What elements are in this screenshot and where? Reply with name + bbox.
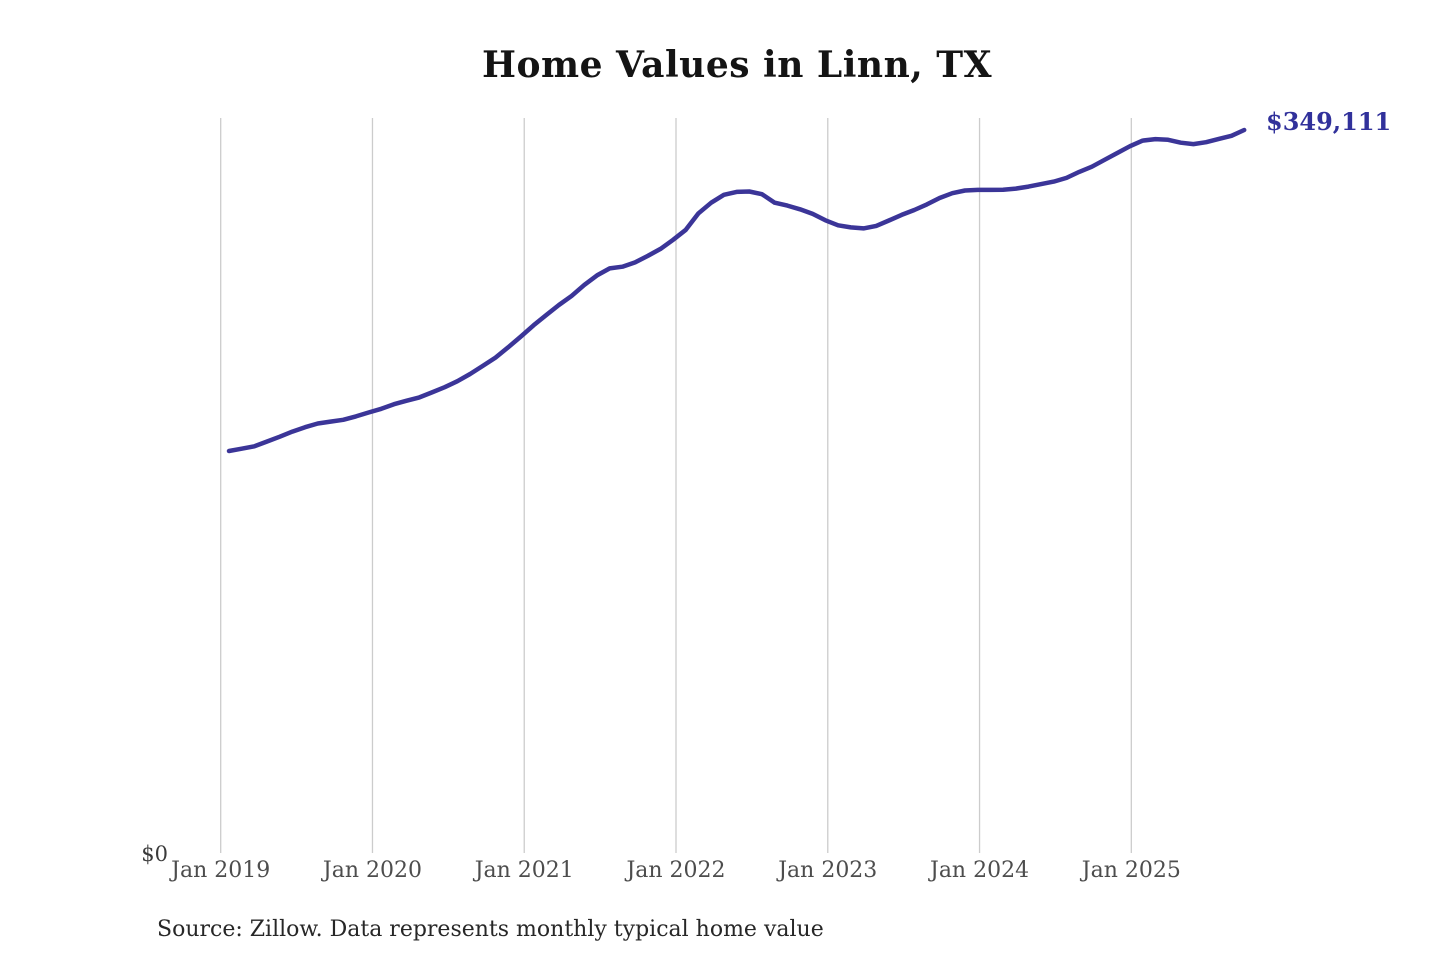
x-tick-label: Jan 2019 xyxy=(171,858,271,883)
chart-title: Home Values in Linn, TX xyxy=(481,44,993,86)
x-tick-label: Jan 2021 xyxy=(474,858,574,883)
source-note: Source: Zillow. Data represents monthly … xyxy=(157,917,824,942)
x-tick-label: Jan 2022 xyxy=(626,858,726,883)
home-value-line xyxy=(226,127,1247,454)
x-tick-label: Jan 2025 xyxy=(1081,858,1181,883)
x-tick-label: Jan 2024 xyxy=(930,858,1030,883)
x-tick-label: Jan 2020 xyxy=(322,858,423,883)
latest-value-label: $349,111 xyxy=(1266,107,1392,136)
x-tick-label: Jan 2023 xyxy=(778,858,878,883)
y-axis-zero-label: $0 xyxy=(141,842,168,866)
